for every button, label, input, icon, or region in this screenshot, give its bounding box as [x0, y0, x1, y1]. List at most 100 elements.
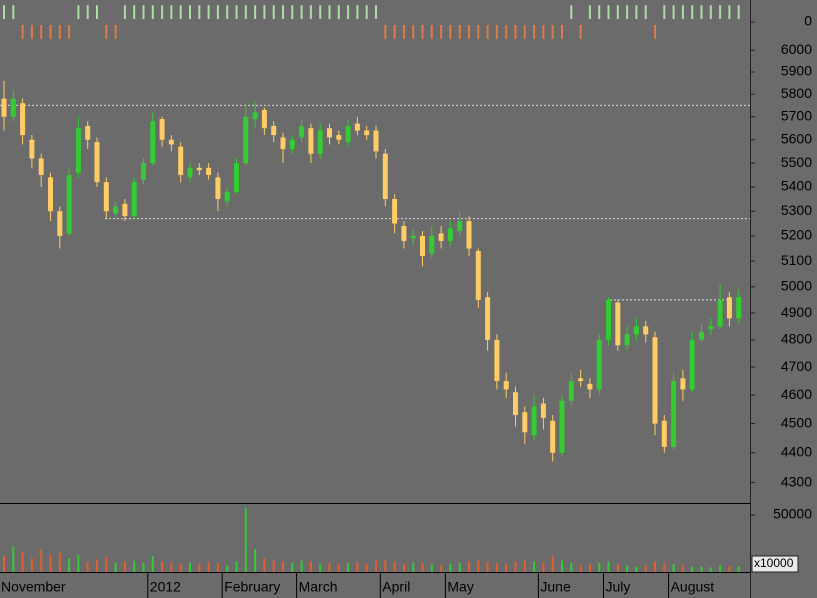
bar	[375, 5, 377, 19]
candle-body	[113, 206, 119, 214]
bar	[579, 565, 582, 572]
bar	[654, 561, 656, 572]
bar	[123, 561, 126, 572]
candle-body	[615, 302, 621, 346]
candle-body	[150, 121, 156, 164]
candle-body	[726, 297, 732, 319]
volume-unit: x10000	[754, 556, 794, 570]
bar	[226, 5, 229, 19]
y-tick-label: 5600	[781, 130, 812, 146]
candle-body	[317, 130, 323, 154]
bar	[337, 564, 340, 572]
candle-body	[680, 378, 686, 390]
candle-body	[187, 167, 193, 178]
bar	[505, 564, 508, 572]
bar	[3, 556, 5, 572]
bar	[607, 561, 610, 572]
bar	[77, 5, 80, 19]
candle-body	[559, 400, 565, 453]
bar	[142, 562, 145, 572]
bar	[458, 25, 461, 39]
bar	[309, 5, 312, 19]
bar	[523, 25, 526, 39]
candle-body	[308, 128, 314, 154]
bar	[58, 552, 61, 572]
bar	[328, 5, 331, 19]
y-tick-label: 0	[804, 13, 812, 29]
bar	[691, 566, 694, 572]
bar	[375, 560, 377, 572]
bar	[598, 5, 601, 19]
y-tick-label: 4900	[781, 304, 812, 320]
bar	[272, 560, 275, 572]
bar	[356, 561, 359, 572]
y-tick-label: 5300	[781, 202, 812, 218]
candle-body	[280, 137, 286, 150]
candle-body	[327, 128, 332, 138]
bar	[30, 558, 33, 572]
bar	[505, 25, 508, 39]
bar	[486, 561, 489, 572]
y-tick-label: 5400	[781, 178, 812, 194]
candle-body	[643, 326, 649, 335]
bar	[588, 5, 591, 19]
bar	[430, 564, 433, 572]
candle-body	[596, 339, 602, 390]
bar	[700, 5, 703, 19]
candle-body	[141, 163, 146, 180]
bar	[319, 5, 322, 19]
bar	[551, 25, 554, 39]
bar	[440, 565, 443, 572]
y-tick-label: 4600	[781, 386, 812, 402]
bar	[198, 564, 201, 572]
candle-body	[633, 326, 639, 335]
bar	[495, 25, 498, 39]
bar	[179, 5, 182, 19]
bar	[40, 549, 43, 572]
bar	[49, 554, 52, 572]
candle-body	[75, 128, 81, 173]
bar	[719, 565, 722, 572]
bar	[495, 562, 498, 572]
bar	[244, 5, 247, 19]
bar	[179, 564, 182, 572]
y-tick-label: 50000	[773, 506, 812, 522]
candle-body	[587, 383, 593, 390]
candle-body	[466, 221, 472, 249]
bar	[514, 561, 517, 572]
bar	[514, 25, 517, 39]
bar	[161, 5, 164, 19]
bar	[58, 25, 61, 39]
bar	[12, 5, 15, 19]
bar	[728, 5, 731, 19]
bar	[384, 559, 387, 572]
y-tick-label: 5200	[781, 227, 812, 243]
bar	[151, 556, 154, 572]
candle-body	[392, 199, 398, 224]
candle-body	[66, 174, 72, 234]
candle-body	[234, 163, 239, 192]
y-tick-label: 5900	[781, 63, 812, 79]
x-tick-label: November	[1, 579, 66, 595]
candle-body	[531, 406, 537, 436]
bar	[40, 25, 43, 39]
candle-body	[475, 250, 481, 300]
candle-body	[48, 177, 53, 212]
bar	[282, 5, 284, 19]
bar	[607, 5, 610, 19]
candle-body	[410, 235, 416, 239]
bar	[30, 25, 33, 39]
bar	[626, 5, 629, 19]
candle-body	[159, 119, 165, 140]
candle-body	[29, 139, 35, 159]
bar	[542, 562, 545, 572]
bar	[700, 566, 703, 572]
bar	[533, 561, 536, 572]
bar	[12, 546, 15, 572]
unit-box	[751, 555, 799, 573]
bar	[430, 25, 433, 39]
candle-body	[243, 116, 249, 164]
candle-body	[503, 381, 509, 390]
candle-body	[578, 378, 584, 382]
